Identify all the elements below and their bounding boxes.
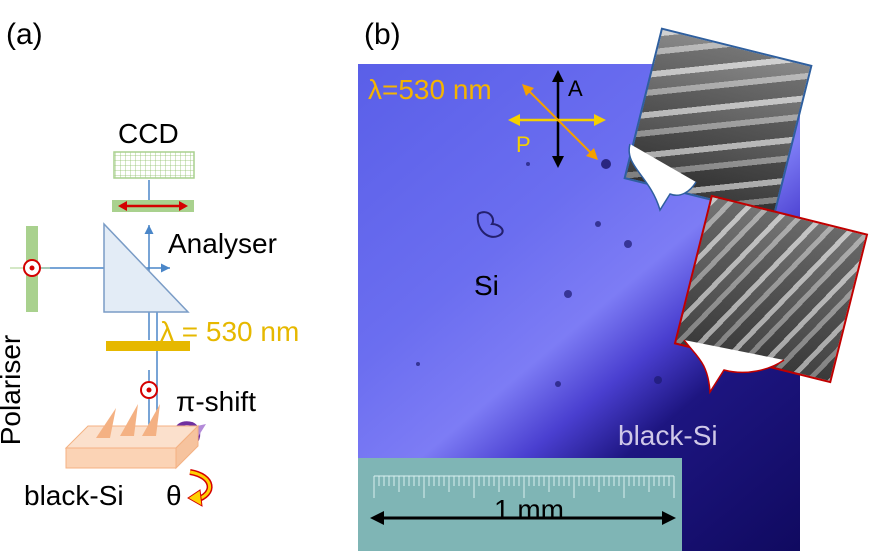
sem-inset-black-si-pointer bbox=[680, 320, 790, 400]
theta-label: θ bbox=[166, 480, 182, 512]
optical-setup-diagram bbox=[0, 0, 350, 551]
scale-bar-label: 1 mm bbox=[494, 494, 564, 526]
analyser-axis-label: A bbox=[568, 76, 583, 102]
si-region-label: Si bbox=[474, 270, 499, 302]
analyser-label: Analyser bbox=[168, 228, 277, 260]
polariser-label: Polariser bbox=[0, 335, 27, 445]
wave-plate-axis-line bbox=[526, 88, 594, 156]
polariser-axis-label: P bbox=[516, 132, 531, 158]
ccd-detector bbox=[114, 152, 194, 178]
panel-b-label: (b) bbox=[364, 18, 401, 52]
debris-particle bbox=[478, 212, 503, 237]
pi-shift-label: π-shift bbox=[176, 386, 256, 418]
ccd-label: CCD bbox=[118, 118, 179, 150]
black-si-region-label: black-Si bbox=[618, 420, 718, 452]
wavelength-label: λ = 530 nm bbox=[160, 316, 299, 348]
sem-inset-si-pointer bbox=[620, 136, 710, 226]
micro-wavelength-label: λ=530 nm bbox=[368, 74, 492, 106]
black-si-sample-label: black-Si bbox=[24, 480, 124, 512]
